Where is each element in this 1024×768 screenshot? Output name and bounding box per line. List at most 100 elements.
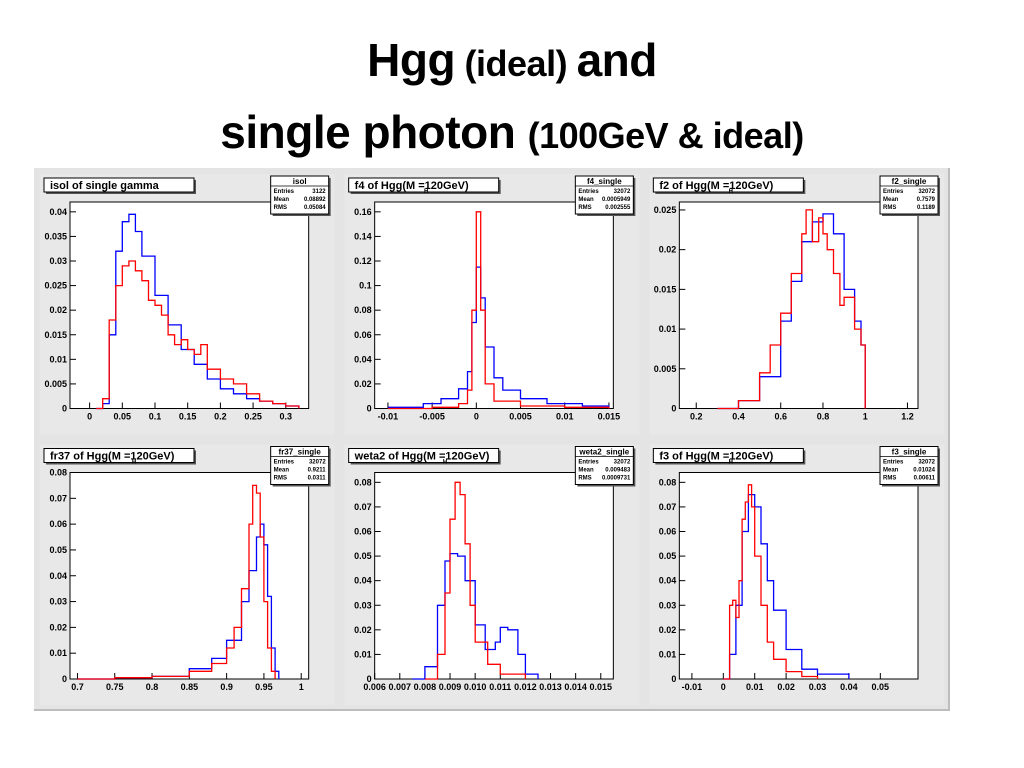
stats-value-entries: 32072 [614,189,631,195]
x-tick-label: 1 [863,412,868,422]
stats-name: fr37_single [279,448,322,457]
x-tick-label: 0.02 [777,682,795,692]
histogram-title: fr37 of Hgg(M =120GeV) [50,451,175,463]
histogram-panel-6: 0 0.01 0.02 0.03 0.04 0.05 0.06 0.07 0.08 -0.01 0 0… [649,444,945,705]
stats-key-mean: Mean [883,197,899,203]
stats-value-rms: 0.002555 [605,205,631,211]
y-tick-label: 0.01 [49,354,67,364]
stats-key-entries: Entries [578,460,599,466]
stats-box [270,446,330,485]
histogram-title: weta2 of Hgg(M =120GeV) [354,451,490,463]
stats-value-rms: 0.0009731 [602,476,631,482]
stats-value-rms: 0.05084 [304,205,326,211]
y-tick-label: 0.01 [354,649,372,659]
y-tick-label: 0.015 [654,284,677,294]
x-tick-label: 0 [721,682,726,692]
stats-name: f3_single [892,448,927,457]
x-tick-label: 0.7 [71,682,84,692]
x-tick-label: 0.015 [598,412,621,422]
stats-value-entries: 32072 [918,460,935,466]
stats-box [879,175,939,215]
x-tick-label: 0.25 [244,412,262,422]
y-tick-label: 0.03 [659,600,677,610]
x-tick-label: 0 [87,412,92,422]
y-tick-label: 0 [367,404,372,414]
y-tick-label: 0.02 [659,245,677,255]
y-tick-label: 0 [671,404,676,414]
x-tick-label: 1.2 [901,412,914,422]
y-tick-label: 0.06 [354,330,372,340]
x-tick-label: 0.01 [746,682,764,692]
y-tick-label: 0.06 [659,527,677,537]
title-single-photon: single photon [220,106,528,158]
y-tick-label: 0.02 [49,622,67,632]
y-tick-label: 0.04 [354,576,372,586]
y-tick-label: 0.025 [44,281,67,291]
histogram-title: f2 of Hgg(M =120GeV) [659,180,773,192]
stats-name: weta2_single [578,448,629,457]
y-tick-label: 0.08 [354,477,372,487]
x-tick-label: 0.011 [489,682,511,692]
stats-key-rms: RMS [883,476,896,482]
plot-frame [678,201,919,409]
x-tick-label: 0.75 [106,682,124,692]
y-tick-label: 0.025 [654,205,677,215]
x-tick-label: 0.006 [363,682,386,692]
y-tick-label: 0.16 [354,207,372,217]
stats-key-mean: Mean [578,468,594,474]
y-tick-label: 0.03 [354,600,372,610]
y-tick-label: 0.02 [354,379,372,389]
x-tick-label: 1 [299,682,304,692]
stats-key-entries: Entries [578,189,599,195]
stats-key-entries: Entries [883,189,904,195]
stats-key-mean: Mean [578,197,594,203]
x-tick-label: 0.04 [840,682,858,692]
histogram-panel-2: 0 0.02 0.04 0.06 0.08 0.1 0.12 0.14 0.16 -0.01 -0.… [344,174,640,435]
stats-key-rms: RMS [578,476,591,482]
x-tick-label: 0.010 [464,682,487,692]
x-tick-label: 0.009 [439,682,462,692]
y-tick-label: 0 [367,674,372,684]
stats-value-entries: 32072 [309,460,326,466]
x-tick-label: 0.2 [690,412,703,422]
x-tick-label: 0.05 [114,412,132,422]
y-tick-label: 0.04 [49,207,67,217]
y-tick-label: 0.02 [659,625,677,635]
histogram-panel-4: 0 0.01 0.02 0.03 0.04 0.05 0.06 0.07 0.08 0.7 0.75… [40,444,335,705]
title-ideal: (ideal) [455,43,577,84]
y-tick-label: 0.04 [49,571,67,581]
title-subscript: H [443,460,447,466]
plot-frame [69,201,310,409]
x-tick-label: 0.85 [181,682,199,692]
x-tick-label: 0.8 [817,412,830,422]
x-tick-label: 0.014 [564,682,587,692]
y-tick-label: 0.03 [49,597,67,607]
y-tick-label: 0 [62,404,67,414]
x-tick-label: 0.005 [509,412,532,422]
stats-value-rms: 0.1189 [917,205,936,211]
histogram-title: f3 of Hgg(M =120GeV) [659,451,773,463]
stats-key-mean: Mean [274,197,290,203]
stats-name: f4_single [587,177,622,186]
stats-box [574,446,634,485]
title-box [43,177,195,193]
y-tick-label: 0.035 [44,231,67,241]
histogram-canvas: 0 0.005 0.01 0.015 0.02 0.025 0.03 0.035 0.04 0 0.… [34,168,950,711]
plot-frame [678,472,919,680]
stats-value-mean: 0.009483 [605,468,631,474]
y-tick-label: 0.04 [659,576,677,586]
stats-key-mean: Mean [883,468,899,474]
stats-name: isol [293,177,307,186]
x-tick-label: 0.012 [514,682,537,692]
y-tick-label: 0.06 [49,519,67,529]
stats-box [270,175,330,215]
y-tick-label: 0.08 [49,468,67,478]
stats-key-mean: Mean [274,468,290,474]
x-tick-label: 0.015 [590,682,613,692]
slide-title: Hgg (ideal) and single photon (100GeV & … [0,30,1024,174]
x-tick-label: -0.01 [682,682,703,692]
y-tick-label: 0.07 [659,502,677,512]
title-box [652,448,804,463]
y-tick-label: 0.05 [49,545,67,555]
